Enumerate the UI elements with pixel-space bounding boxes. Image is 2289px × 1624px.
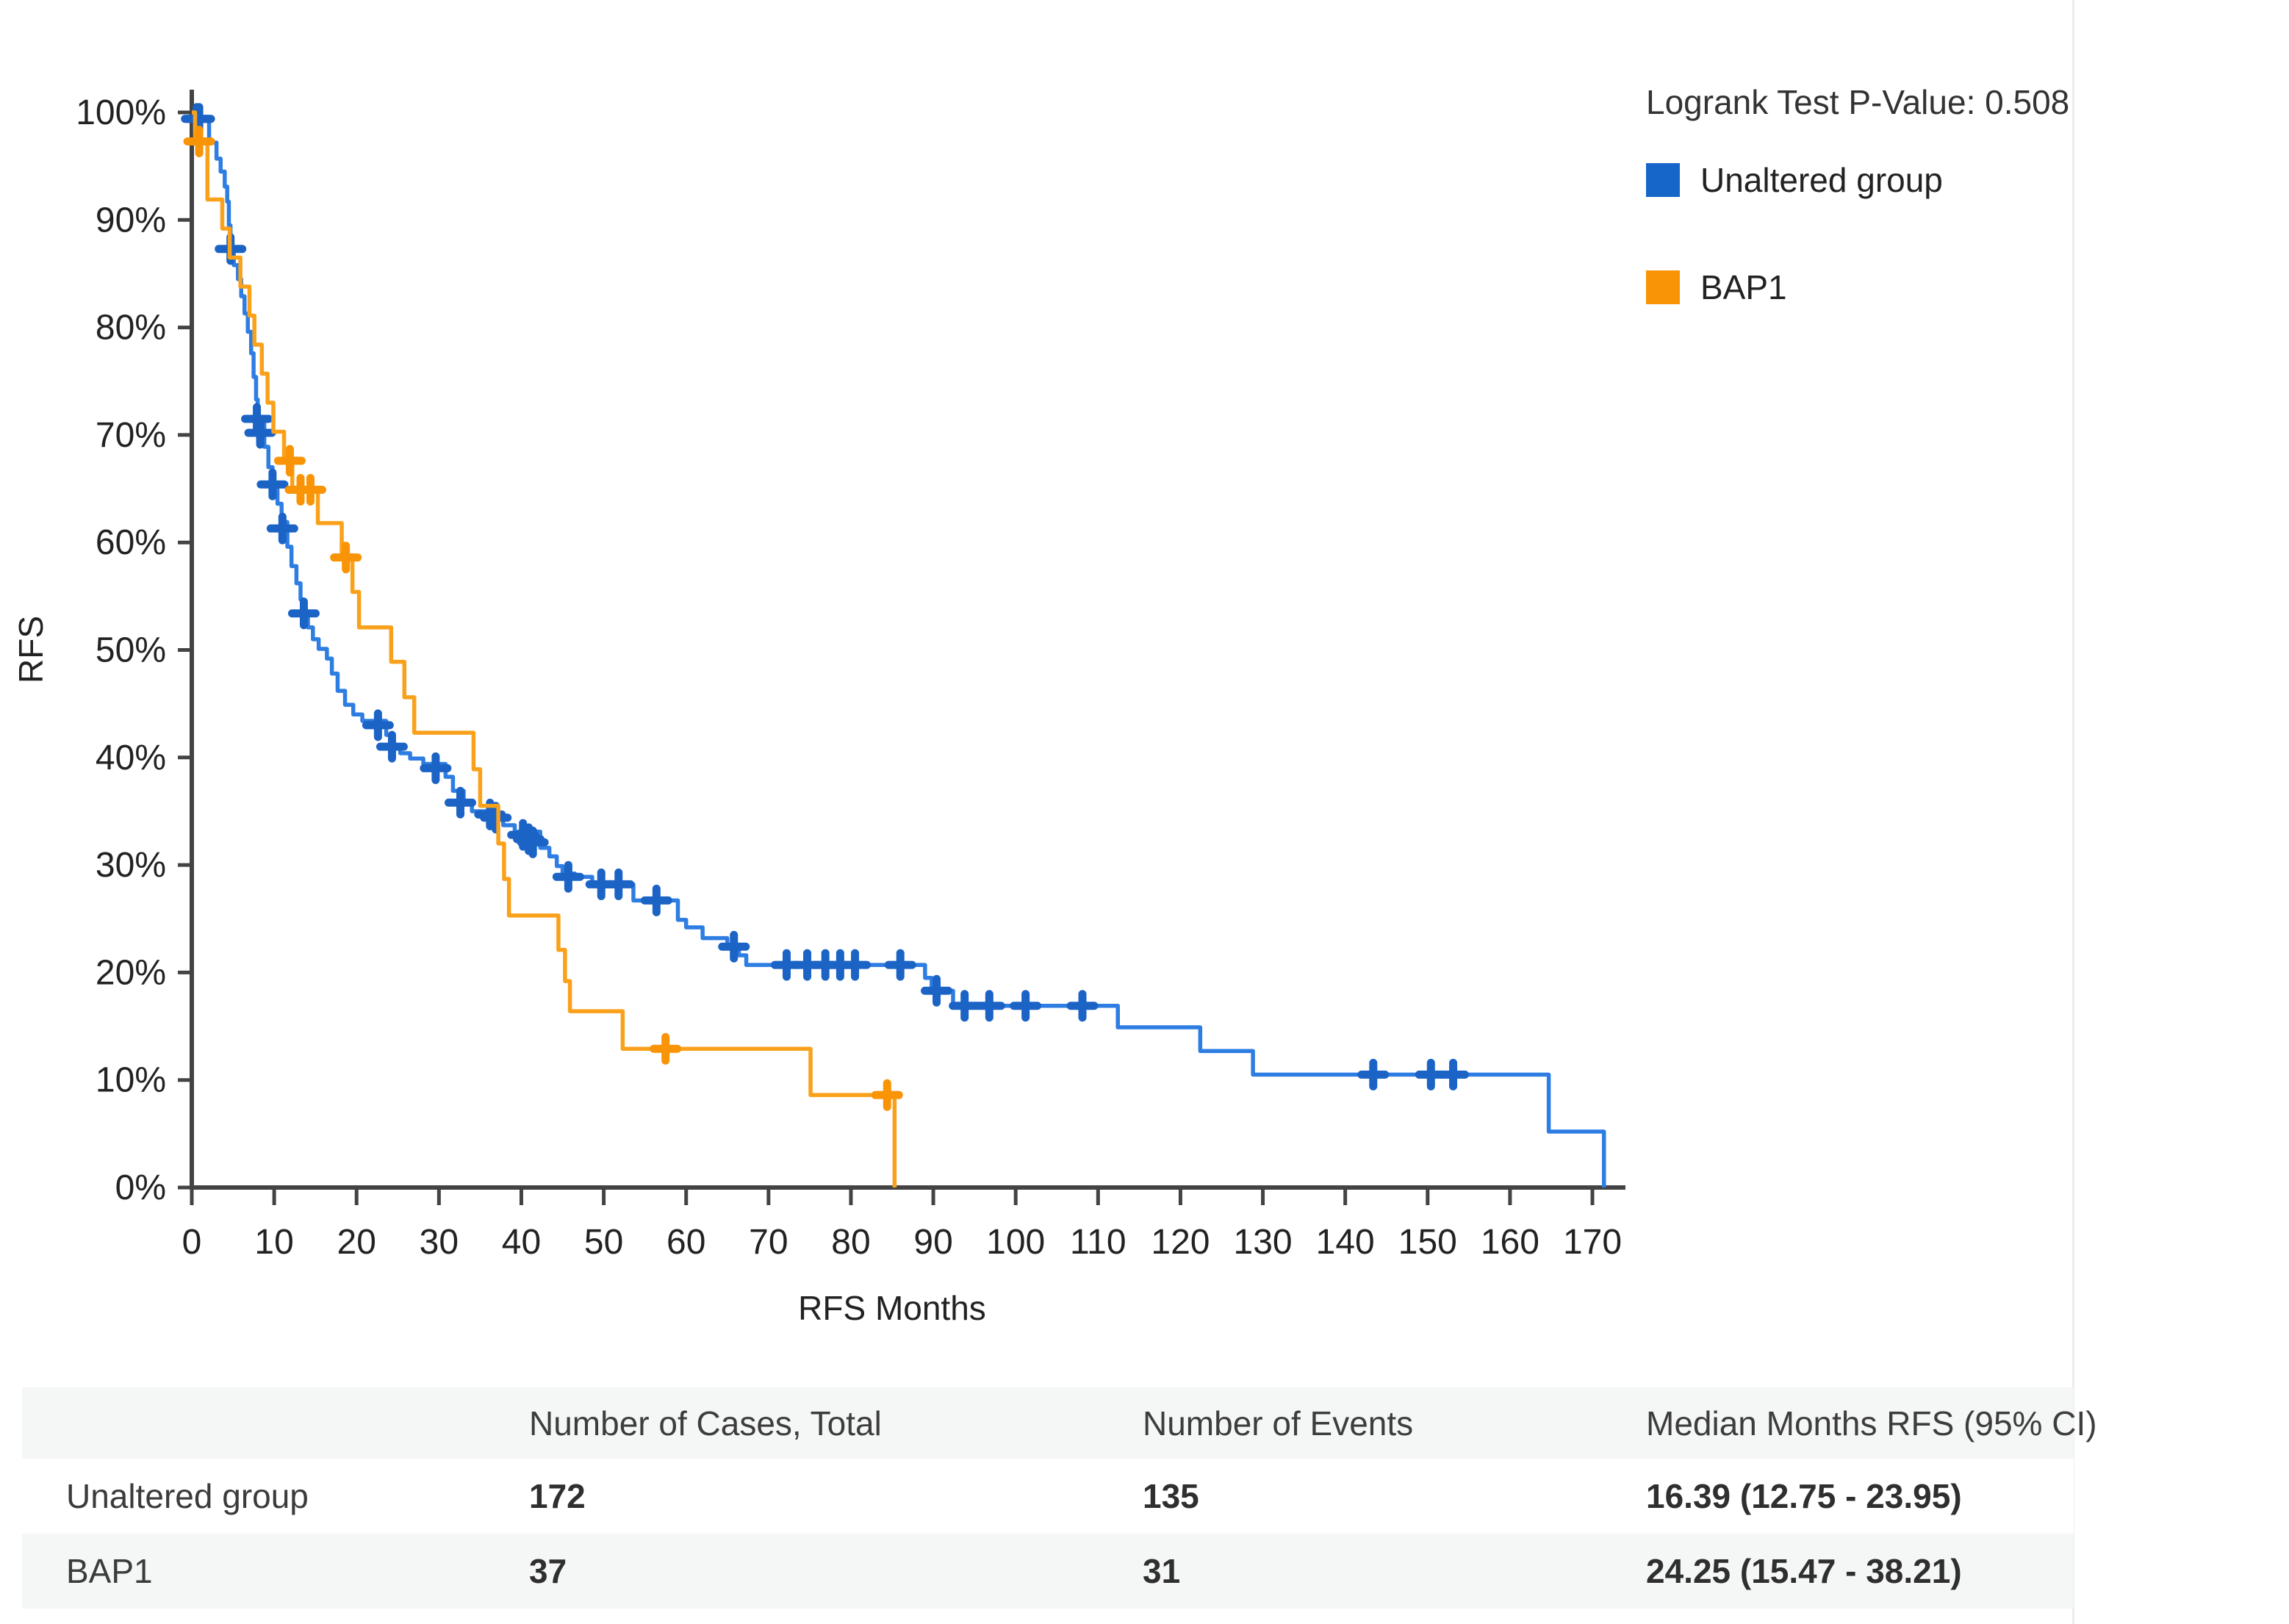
row-group-label: BAP1 bbox=[66, 1552, 153, 1590]
censor-mark bbox=[1066, 990, 1099, 1022]
censor-mark bbox=[949, 990, 981, 1022]
x-tick-label: 100 bbox=[986, 1223, 1045, 1262]
censor-mark bbox=[839, 949, 872, 981]
censor-mark bbox=[256, 468, 289, 500]
header-events: Number of Events bbox=[1143, 1404, 1414, 1442]
x-tick-label: 60 bbox=[666, 1223, 705, 1262]
x-tick-label: 110 bbox=[1070, 1223, 1126, 1262]
x-tick-label: 0 bbox=[182, 1223, 202, 1262]
y-tick-label: 80% bbox=[96, 309, 166, 348]
censor-mark bbox=[1357, 1058, 1390, 1091]
censor-mark bbox=[650, 1032, 682, 1065]
censor-mark bbox=[244, 417, 276, 449]
table-row: BAP1 37 31 24.25 (15.47 - 38.21) bbox=[22, 1534, 2074, 1609]
x-tick-label: 10 bbox=[254, 1223, 293, 1262]
y-tick-label: 90% bbox=[96, 201, 166, 240]
x-tick-label: 120 bbox=[1151, 1223, 1210, 1262]
y-tick-label: 20% bbox=[96, 953, 166, 992]
unaltered-group-swatch bbox=[1646, 163, 1680, 197]
censor-mark bbox=[266, 512, 298, 545]
kaplan-meier-plot[interactable]: 100% 90% 80% 70% 60% 50% 40% 30% 20% 10% 0% 0 10 20 30… bbox=[0, 0, 2289, 1374]
censor-mark bbox=[330, 542, 362, 574]
censor-mark bbox=[973, 990, 1005, 1022]
logrank-pvalue: Logrank Test P-Value: 0.508 bbox=[1646, 83, 2070, 121]
censor-mark bbox=[273, 445, 306, 477]
row-cases: 37 bbox=[529, 1552, 567, 1590]
censor-mark bbox=[921, 974, 953, 1007]
bap1-swatch bbox=[1646, 270, 1680, 304]
legend-item-bap1: BAP1 bbox=[1646, 267, 1787, 307]
row-events: 31 bbox=[1143, 1552, 1181, 1590]
row-median: 16.39 (12.75 - 23.95) bbox=[1646, 1477, 1962, 1515]
y-tick-label: 40% bbox=[96, 739, 166, 777]
x-tick-label: 70 bbox=[749, 1223, 788, 1262]
y-tick-label: 70% bbox=[96, 416, 166, 455]
x-tick-label: 80 bbox=[831, 1223, 870, 1262]
y-tick-label: 50% bbox=[96, 631, 166, 670]
y-tick-label: 100% bbox=[76, 93, 166, 132]
x-tick-label: 20 bbox=[337, 1223, 376, 1262]
x-axis-title: RFS Months bbox=[798, 1289, 986, 1327]
x-tick-label: 130 bbox=[1234, 1223, 1293, 1262]
censor-mark bbox=[1010, 990, 1042, 1022]
y-axis-title: RFS bbox=[12, 616, 50, 683]
row-events: 135 bbox=[1143, 1477, 1199, 1515]
censor-mark bbox=[718, 930, 750, 963]
row-median: 24.25 (15.47 - 38.21) bbox=[1646, 1552, 1962, 1590]
censor-mark bbox=[287, 597, 320, 630]
table-header-row: Number of Cases, Total Number of Events … bbox=[22, 1387, 2097, 1459]
y-tick-label: 30% bbox=[96, 846, 166, 885]
x-tick-label: 40 bbox=[502, 1223, 541, 1262]
survival-summary-table: Number of Cases, Total Number of Events … bbox=[22, 1387, 2097, 1609]
censor-mark bbox=[552, 860, 584, 893]
x-tick-label: 160 bbox=[1481, 1223, 1539, 1262]
censor-mark bbox=[445, 786, 477, 819]
censor-mark bbox=[871, 1079, 903, 1111]
censor-mark bbox=[517, 826, 549, 858]
censor-mark bbox=[1437, 1058, 1470, 1091]
y-tick-label: 60% bbox=[96, 523, 166, 562]
censor-mark bbox=[294, 474, 326, 506]
censor-mark bbox=[183, 126, 215, 158]
x-tick-label: 140 bbox=[1316, 1223, 1375, 1262]
y-tick-label: 0% bbox=[115, 1168, 166, 1207]
panel-divider bbox=[2072, 0, 2074, 1624]
row-cases: 172 bbox=[529, 1477, 586, 1515]
censor-mark bbox=[884, 949, 916, 981]
censor-mark bbox=[420, 752, 452, 784]
y-tick-label: 10% bbox=[96, 1061, 166, 1100]
km-curve-bap1 bbox=[192, 110, 897, 1188]
censor-mark bbox=[375, 730, 408, 763]
header-median: Median Months RFS (95% CI) bbox=[1646, 1404, 2097, 1442]
x-tick-label: 30 bbox=[420, 1223, 459, 1262]
x-tick-label: 90 bbox=[913, 1223, 952, 1262]
x-tick-label: 170 bbox=[1563, 1223, 1622, 1262]
row-group-label: Unaltered group bbox=[66, 1477, 309, 1515]
x-tick-label: 50 bbox=[584, 1223, 623, 1262]
table-row: Unaltered group 172 135 16.39 (12.75 - 2… bbox=[22, 1459, 2074, 1534]
legend-label-unaltered: Unaltered group bbox=[1700, 161, 1943, 199]
legend-item-unaltered: Unaltered group bbox=[1646, 160, 1943, 200]
km-curve-unaltered-group bbox=[192, 110, 1606, 1188]
censor-mark bbox=[362, 709, 394, 741]
header-cases: Number of Cases, Total bbox=[529, 1404, 882, 1442]
legend-label-bap1: BAP1 bbox=[1700, 268, 1787, 306]
x-tick-label: 150 bbox=[1398, 1223, 1457, 1262]
censor-mark bbox=[480, 802, 512, 834]
censor-mark bbox=[603, 868, 635, 900]
censor-mark bbox=[640, 884, 672, 916]
